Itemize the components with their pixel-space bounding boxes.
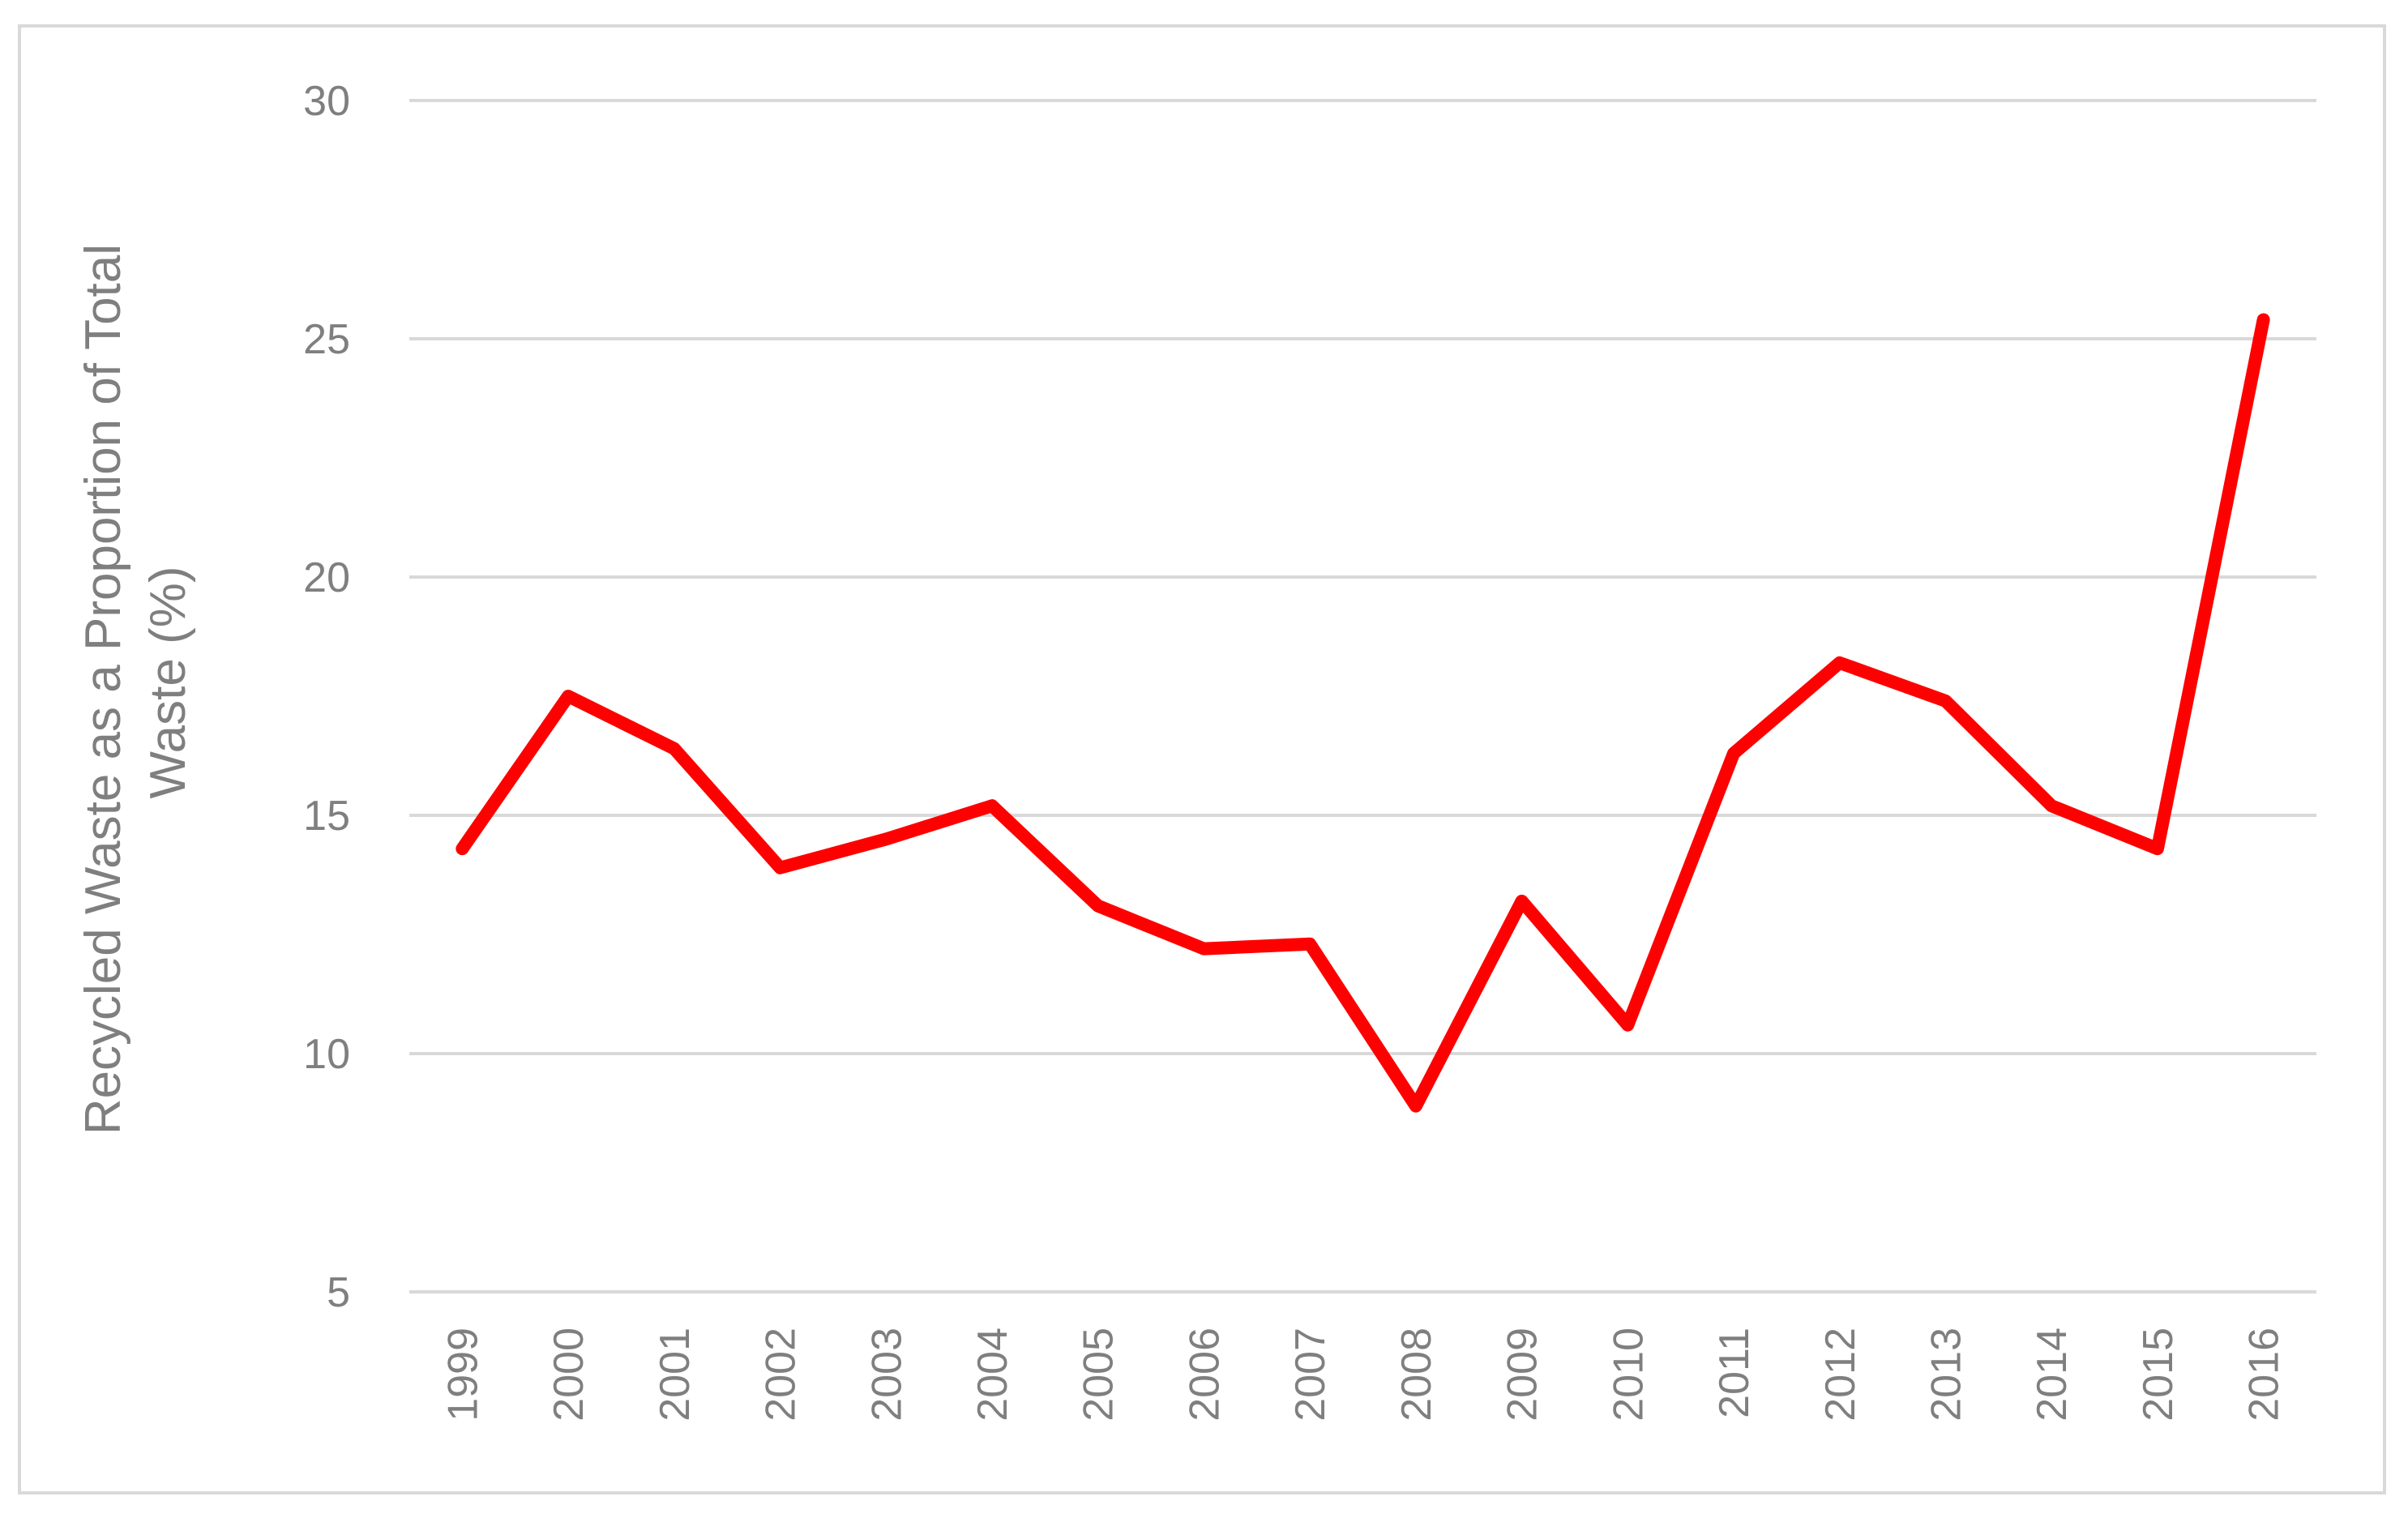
- x-tick-label: 2003: [863, 1328, 910, 1422]
- x-axis-ticks: 1999 2000 2001 2002 2003 2004 2005 2006 2007 2008…: [439, 1328, 2287, 1422]
- y-axis-title-line-1: Recycled Waste as a Proportion of Total: [75, 244, 131, 1135]
- y-axis-title: Recycled Waste as a Proportion of Total …: [75, 230, 196, 1135]
- x-tick-label: 2002: [758, 1328, 805, 1422]
- y-tick-label: 20: [303, 554, 350, 601]
- x-tick-label: 2012: [1817, 1328, 1864, 1422]
- data-point: [2155, 847, 2159, 851]
- data-point: [1308, 942, 1312, 946]
- x-tick-label: 1999: [439, 1328, 486, 1422]
- data-point: [1626, 1023, 1630, 1027]
- x-tick-label: 2004: [969, 1328, 1016, 1422]
- data-point: [460, 847, 464, 851]
- x-tick-label: 2009: [1499, 1328, 1546, 1422]
- y-tick-label: 25: [303, 316, 350, 363]
- data-point: [1520, 899, 1524, 903]
- data-point: [1837, 661, 1841, 665]
- x-tick-label: 2010: [1605, 1328, 1652, 1422]
- x-tick-label: 2014: [2029, 1328, 2076, 1422]
- y-tick-label: 5: [327, 1269, 350, 1316]
- x-tick-label: 2008: [1393, 1328, 1440, 1422]
- data-point: [1944, 699, 1948, 703]
- data-point: [1732, 751, 1736, 755]
- y-tick-label: 30: [303, 78, 350, 125]
- data-point: [2261, 318, 2265, 322]
- y-axis-ticks: 5 10 15 20 25 30: [303, 78, 350, 1316]
- data-point: [778, 866, 782, 870]
- data-point: [1096, 904, 1100, 908]
- x-tick-label: 2016: [2241, 1328, 2288, 1422]
- x-tick-label: 2007: [1287, 1328, 1334, 1422]
- data-point: [990, 804, 994, 808]
- x-tick-label: 2011: [1711, 1328, 1758, 1418]
- data-point: [1414, 1104, 1418, 1108]
- data-point: [2050, 804, 2054, 808]
- y-axis-title-line-2: Waste (%): [140, 566, 196, 798]
- x-tick-label: 2001: [652, 1328, 699, 1422]
- x-tick-label: 2006: [1181, 1328, 1228, 1422]
- data-point: [884, 837, 888, 841]
- x-tick-label: 2005: [1076, 1328, 1123, 1422]
- data-point: [672, 746, 676, 750]
- chart-frame: [18, 24, 2386, 1494]
- x-tick-label: 2013: [1923, 1328, 1970, 1422]
- y-tick-label: 10: [303, 1031, 350, 1078]
- series-line-0: [456, 313, 2270, 1113]
- gridlines: [409, 99, 2316, 1294]
- x-tick-label: 2000: [545, 1328, 592, 1422]
- x-tick-label: 2015: [2135, 1328, 2182, 1422]
- data-point: [1202, 947, 1206, 951]
- series: [456, 313, 2270, 1113]
- y-tick-label: 15: [303, 793, 350, 840]
- data-point: [567, 695, 571, 698]
